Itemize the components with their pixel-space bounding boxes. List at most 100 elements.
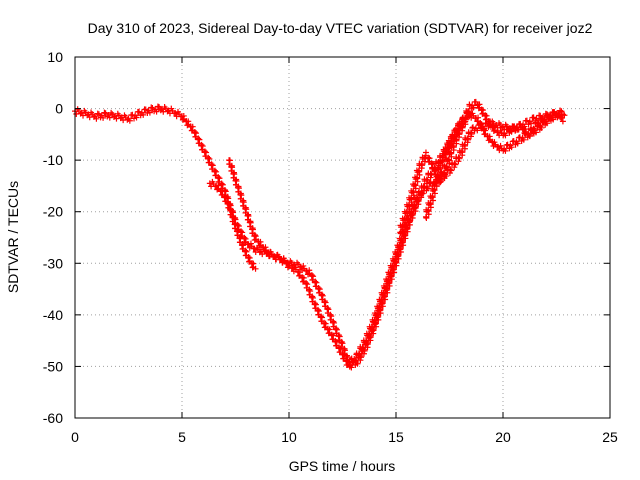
data-point bbox=[399, 223, 406, 230]
x-tick-label: 20 bbox=[495, 429, 511, 445]
data-point bbox=[546, 114, 553, 121]
data-point bbox=[455, 154, 462, 161]
data-point bbox=[425, 208, 432, 215]
data-point bbox=[451, 160, 458, 167]
data-point bbox=[468, 130, 475, 137]
data-point bbox=[537, 112, 544, 119]
data-point bbox=[108, 109, 115, 116]
data-point bbox=[388, 273, 395, 280]
data-point bbox=[470, 104, 477, 111]
data-point bbox=[498, 145, 505, 152]
plot-frame bbox=[74, 56, 611, 419]
chart-title: Day 310 of 2023, Sidereal Day-to-day VTE… bbox=[88, 20, 593, 36]
data-point bbox=[446, 157, 453, 164]
data-point bbox=[419, 162, 426, 169]
data-point bbox=[443, 164, 450, 171]
x-tick-label: 0 bbox=[71, 429, 79, 445]
data-point bbox=[247, 240, 254, 247]
data-point bbox=[502, 147, 509, 154]
data-point bbox=[464, 135, 471, 142]
data-point bbox=[386, 279, 393, 286]
data-point bbox=[280, 255, 287, 262]
data-point bbox=[557, 114, 564, 121]
data-point bbox=[106, 114, 113, 121]
data-point bbox=[154, 103, 161, 110]
data-point bbox=[126, 117, 133, 124]
data-point bbox=[447, 166, 454, 173]
data-point bbox=[455, 127, 462, 134]
data-point bbox=[462, 114, 469, 121]
data-point bbox=[129, 111, 136, 118]
data-point bbox=[348, 364, 355, 371]
x-tick-label: 15 bbox=[388, 429, 404, 445]
data-point bbox=[412, 182, 419, 189]
y-tick-label: -60 bbox=[43, 410, 63, 426]
data-point bbox=[402, 232, 409, 239]
data-point bbox=[465, 109, 472, 116]
data-point bbox=[172, 110, 179, 117]
data-point bbox=[442, 151, 449, 158]
data-point bbox=[462, 115, 469, 122]
data-point bbox=[511, 123, 518, 130]
y-tick-label: -10 bbox=[43, 152, 63, 168]
data-point bbox=[367, 334, 374, 341]
data-point bbox=[350, 358, 357, 365]
x-tick-label: 25 bbox=[602, 429, 618, 445]
data-point bbox=[377, 307, 384, 314]
data-point bbox=[423, 214, 430, 221]
data-point bbox=[465, 136, 472, 143]
data-point bbox=[452, 133, 459, 140]
data-point bbox=[390, 266, 397, 273]
y-tick-label: 10 bbox=[47, 49, 63, 65]
data-point bbox=[427, 201, 434, 208]
x-tick-label: 10 bbox=[281, 429, 297, 445]
data-point bbox=[357, 353, 364, 360]
data-point bbox=[101, 109, 108, 116]
data-point bbox=[465, 108, 472, 115]
data-point bbox=[529, 126, 536, 133]
data-point bbox=[136, 108, 143, 115]
data-point bbox=[146, 109, 153, 116]
data-point bbox=[230, 214, 237, 221]
series-side-track-c bbox=[422, 98, 568, 221]
y-tick-label: -50 bbox=[43, 358, 63, 374]
y-tick-label: 0 bbox=[55, 101, 63, 117]
data-point bbox=[399, 239, 406, 246]
data-point bbox=[439, 158, 446, 165]
data-point bbox=[404, 225, 411, 232]
data-point bbox=[498, 129, 505, 136]
data-point bbox=[262, 244, 269, 251]
data-point bbox=[184, 122, 191, 129]
data-point bbox=[408, 196, 415, 203]
data-point bbox=[466, 101, 473, 108]
data-point bbox=[435, 172, 442, 179]
data-point bbox=[149, 105, 156, 112]
data-point bbox=[433, 179, 440, 186]
data-point bbox=[226, 201, 233, 208]
data-point bbox=[300, 262, 307, 269]
y-tick-label: -20 bbox=[43, 204, 63, 220]
data-point bbox=[447, 137, 454, 144]
data-point bbox=[393, 259, 400, 266]
data-point bbox=[558, 108, 565, 115]
data-point bbox=[372, 320, 379, 327]
data-point bbox=[550, 116, 557, 123]
data-point bbox=[364, 341, 371, 348]
data-point bbox=[452, 161, 459, 168]
data-point bbox=[530, 114, 537, 121]
grid bbox=[75, 57, 610, 418]
data-point bbox=[397, 245, 404, 252]
data-point bbox=[375, 313, 382, 320]
data-point bbox=[456, 155, 463, 162]
series-branch-track bbox=[226, 107, 566, 371]
data-point bbox=[559, 118, 566, 125]
data-point bbox=[370, 327, 377, 334]
data-point bbox=[231, 171, 238, 178]
data-point bbox=[142, 106, 149, 113]
series-side-track-a bbox=[206, 178, 259, 272]
data-point bbox=[94, 110, 101, 117]
data-point bbox=[469, 124, 476, 131]
data-point bbox=[395, 252, 402, 259]
data-point bbox=[520, 136, 527, 143]
data-point bbox=[404, 209, 411, 216]
